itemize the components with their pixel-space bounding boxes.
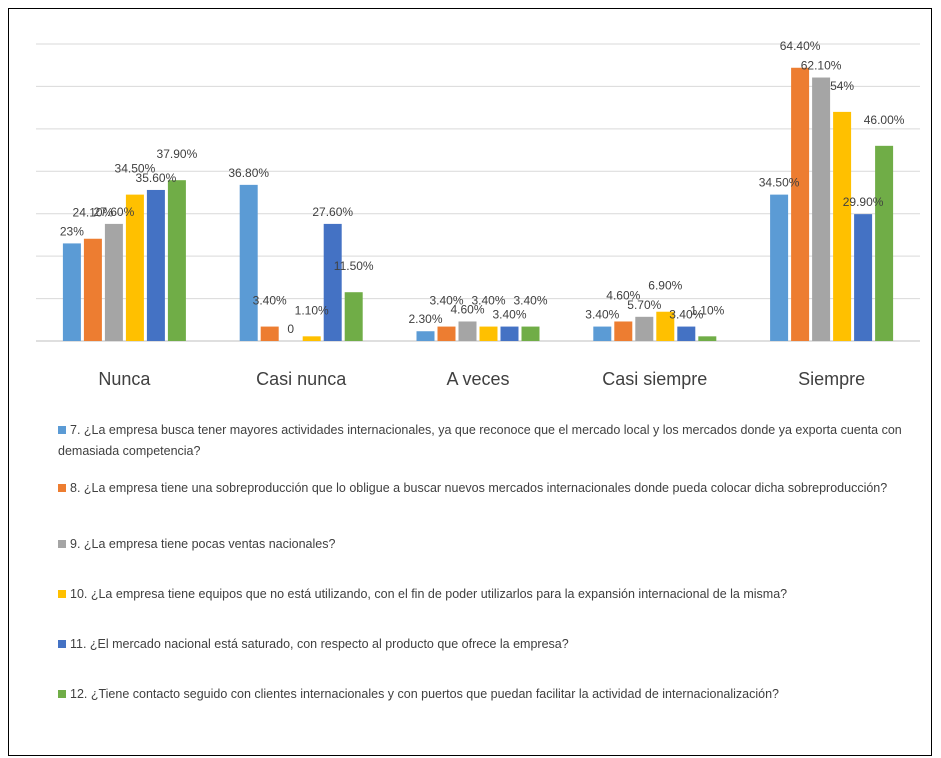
bar [521,326,540,341]
category-label: Casi siempre [602,369,707,389]
bar [635,316,654,341]
data-label: 27.60% [312,205,353,219]
data-labels: 23%24.10%27.60%34.50%35.60%37.90%36.80%3… [60,39,905,336]
bar [344,292,363,341]
data-label: 64.40% [780,39,821,53]
bar [614,321,633,341]
data-label: 34.50% [759,176,800,190]
bar [833,111,852,341]
bar [83,238,102,341]
bar [260,326,279,341]
category-label: A veces [446,369,509,389]
legend-swatch [58,690,66,698]
bar [62,243,81,341]
bar [770,194,789,341]
legend-item: 11. ¿El mercado nacional está saturado, … [58,634,918,655]
data-label: 3.40% [253,294,287,308]
bar [167,180,186,341]
legend-swatch [58,484,66,492]
legend-item: 10. ¿La empresa tiene equipos que no est… [58,584,918,605]
data-label: 1.10% [690,303,724,317]
data-label: 4.60% [606,288,640,302]
bar [677,326,696,341]
bar [146,189,165,341]
data-label: 27.60% [94,205,135,219]
bar [854,214,873,341]
legend-label: 11. ¿El mercado nacional está saturado, … [70,637,569,651]
data-label: 29.90% [843,195,884,209]
category-label: Siempre [798,369,865,389]
legend-swatch [58,426,66,434]
data-label: 35.60% [136,171,177,185]
bar [416,331,435,341]
data-label: 23% [60,224,84,238]
data-label: 5.70% [627,298,661,312]
data-label: 1.10% [295,303,329,317]
data-label: 2.30% [408,312,442,326]
data-label: 3.40% [429,294,463,308]
legend-label: 10. ¿La empresa tiene equipos que no est… [70,587,788,601]
data-label: 36.80% [228,166,269,180]
legend-swatch [58,640,66,648]
category-labels: Nunca Casi nunca A veces Casi siempre Siempr… [98,369,865,389]
data-label: 3.40% [471,294,505,308]
legend-swatch [58,540,66,548]
data-label: 0 [287,322,294,336]
data-label: 37.90% [157,147,198,161]
legend-label: 7. ¿La empresa busca tener mayores activ… [58,423,902,458]
legend-label: 12. ¿Tiene contacto seguido con clientes… [70,687,780,701]
bar [437,326,456,341]
data-label: 46.00% [864,113,905,127]
data-label: 4.60% [450,302,484,316]
data-label: 6.90% [648,279,682,293]
category-label: Nunca [98,369,151,389]
chart-frame [8,8,932,756]
legend-swatch [58,590,66,598]
data-label: 34.50% [115,162,156,176]
bar [104,223,123,341]
bar-chart: 23%24.10%27.60%34.50%35.60%37.90%36.80%3… [36,39,920,389]
legend-label: 8. ¿La empresa tiene una sobreproducción… [70,481,888,495]
bar [239,184,258,341]
legend-label: 9. ¿La empresa tiene pocas ventas nacion… [70,537,336,551]
legend-item: 7. ¿La empresa busca tener mayores activ… [58,420,918,462]
legend-item: 12. ¿Tiene contacto seguido con clientes… [58,684,918,705]
data-label: 3.40% [513,294,547,308]
bar [593,326,612,341]
bar [125,194,144,341]
bar [812,77,831,342]
bar [458,321,477,341]
data-label: 24.10% [73,206,114,220]
legend-item: 9. ¿La empresa tiene pocas ventas nacion… [58,534,918,555]
bar [875,145,894,341]
bar [479,326,498,341]
data-label: 3.40% [585,308,619,322]
data-label: 11.50% [334,259,374,273]
category-label: Casi nunca [256,369,347,389]
bar [791,67,810,341]
bar [500,326,519,341]
bar [656,311,675,341]
bar [323,223,342,341]
data-label: 62.10% [801,59,842,73]
bars [62,67,894,342]
legend-item: 8. ¿La empresa tiene una sobreproducción… [58,478,918,499]
bar [302,336,321,341]
data-label: 3.40% [492,308,526,322]
bar [698,336,717,341]
data-label: 54% [830,79,854,93]
data-label: 3.40% [669,308,703,322]
